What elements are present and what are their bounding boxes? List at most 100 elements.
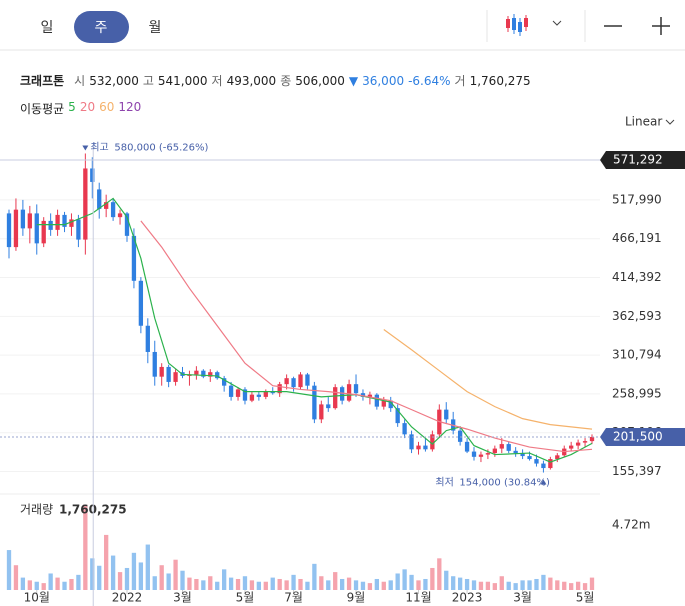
candle-body (548, 459, 553, 469)
candle-body (159, 366, 164, 377)
volume-bar (506, 581, 511, 590)
volume-bar (360, 581, 366, 590)
tab[interactable]: 주 (95, 20, 108, 36)
change: 36,000 (362, 73, 405, 88)
candle-body (360, 393, 366, 397)
field-label: 저 (211, 74, 223, 88)
candle-body (485, 453, 491, 455)
tab[interactable]: 월 (149, 20, 162, 36)
y-tick-label: 466,191 (612, 231, 662, 245)
volume-bar (55, 577, 60, 590)
volume-bar (159, 565, 164, 590)
candle-body (131, 235, 137, 281)
volume-bar (305, 581, 310, 590)
ma-legend-item[interactable]: 5 (68, 100, 76, 114)
candle-body (492, 448, 497, 454)
candle-body (6, 213, 12, 248)
volume-bar (353, 580, 359, 590)
volume-bar (575, 581, 581, 590)
candle-body (117, 213, 123, 218)
field-label: 종 (280, 74, 292, 88)
volume-bar (464, 578, 470, 590)
ma-legend-item[interactable]: 60 (99, 100, 115, 114)
field-label: 고 (142, 74, 154, 88)
y-tick-label: 155,397 (612, 464, 662, 478)
high-marker (82, 145, 89, 151)
ma-title: 이동평균 (20, 102, 65, 116)
volume-bar (520, 580, 525, 590)
candle-body (173, 372, 178, 382)
volume-bar (90, 558, 95, 590)
candle-body (374, 394, 379, 407)
volume-bar (34, 581, 39, 590)
volume-bar (312, 563, 317, 590)
candle-body (367, 394, 373, 397)
volume-bar (430, 567, 435, 590)
volume-bar (527, 580, 532, 590)
volume-bar (41, 583, 46, 590)
down-arrow: ▼ (348, 73, 359, 88)
volume-bar (145, 544, 150, 590)
volume-bar (374, 578, 379, 590)
ma-legend: 이동평균 5 20 60 120 (20, 100, 141, 117)
zoom-in[interactable] (652, 17, 670, 35)
volume-bar (222, 569, 227, 590)
volume-bar (457, 577, 463, 590)
volume-bar (569, 583, 574, 590)
field-value: 506,000 (295, 73, 345, 88)
candle-body (228, 385, 234, 397)
candle-body (13, 209, 19, 248)
tab[interactable]: 일 (41, 20, 54, 36)
volume-bar (416, 580, 421, 590)
volume-bar (326, 580, 331, 590)
ma-legend-item[interactable]: 120 (118, 100, 142, 114)
y-tick-label: 310,794 (612, 348, 662, 362)
volume-bar (388, 580, 393, 590)
x-tick-label: 7월 (284, 591, 303, 605)
ma-line (383, 329, 593, 430)
x-tick-label: 2023 (452, 591, 483, 605)
change-pct: -6.64% (408, 73, 451, 88)
high-text: 최고 (90, 141, 108, 153)
volume-bar (534, 578, 539, 590)
candle-body (589, 436, 595, 442)
crosshair-badge (600, 150, 685, 169)
candle-body (55, 214, 60, 230)
candle-body (166, 366, 171, 382)
high-label: 580,000 (-65.26%) (114, 142, 208, 153)
volume-bar (83, 504, 88, 590)
ma-line (140, 220, 593, 453)
x-tick-label: 2022 (112, 591, 143, 605)
candle-body (104, 202, 109, 209)
candle-body (242, 389, 248, 401)
volume-bar (208, 576, 213, 590)
candle-body (277, 384, 282, 394)
candle-body (62, 214, 67, 227)
volume-bar (6, 550, 12, 590)
candle-body (284, 378, 289, 385)
x-tick-label: 11월 (405, 591, 431, 605)
candle-body (235, 389, 241, 397)
volume-bar (541, 574, 546, 590)
last-price-badge (600, 427, 685, 446)
volume-bar (166, 573, 171, 590)
x-tick-label: 10월 (24, 591, 50, 605)
scale-mode[interactable]: Linear (625, 115, 662, 129)
dropdown-caret[interactable] (552, 20, 562, 26)
volume-bar (97, 565, 102, 590)
tab-selected-bg[interactable] (74, 11, 129, 43)
ma-legend-item[interactable]: 20 (79, 100, 96, 114)
candle-body (541, 463, 546, 469)
candle-body (249, 394, 255, 401)
candle-body (110, 202, 116, 218)
volume-bar (104, 534, 109, 590)
chart-type-icon[interactable] (506, 14, 528, 36)
low-marker (540, 479, 547, 485)
scale-caret[interactable] (665, 119, 675, 125)
y-tick-label: 362,593 (612, 309, 662, 323)
candle-body (416, 445, 421, 450)
ma-line (36, 197, 593, 463)
candle-body (381, 400, 386, 407)
volume-bar (513, 583, 518, 590)
